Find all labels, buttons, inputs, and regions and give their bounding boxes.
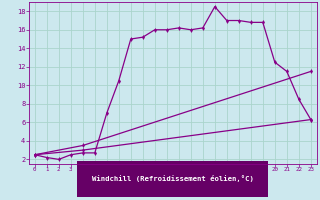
X-axis label: Windchill (Refroidissement éolien,°C): Windchill (Refroidissement éolien,°C) xyxy=(92,175,254,182)
